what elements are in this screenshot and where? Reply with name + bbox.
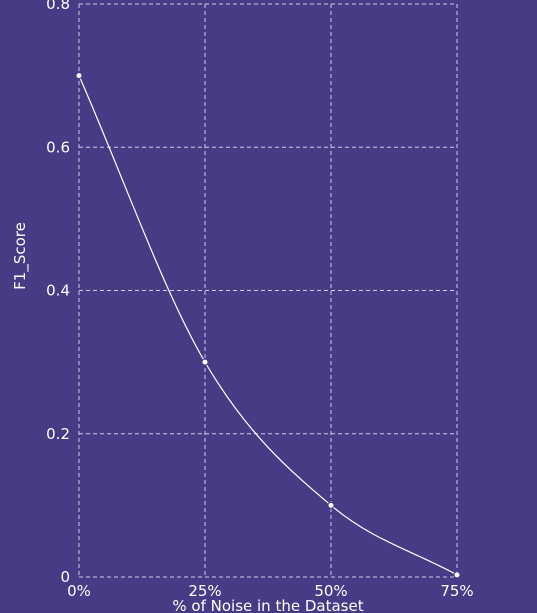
x-tick-label: 75%	[440, 582, 473, 600]
series-group	[75, 72, 461, 579]
data-point	[75, 72, 83, 80]
y-axis-ticks: 0 0.2 0.4 0.6 0.8	[46, 0, 70, 586]
y-tick-label: 0.2	[46, 425, 70, 443]
grid	[78, 3, 458, 578]
y-tick-label: 0.8	[46, 0, 70, 13]
y-tick-label: 0.4	[46, 282, 70, 300]
x-axis-label: % of Noise in the Dataset	[172, 597, 363, 613]
x-tick-label: 50%	[314, 582, 347, 600]
series-line	[78, 75, 458, 576]
data-point	[453, 571, 461, 579]
x-tick-label: 25%	[188, 582, 221, 600]
y-axis-label: F1_Score	[11, 222, 30, 290]
data-point	[201, 358, 209, 366]
y-tick-label: 0	[60, 568, 70, 586]
x-axis-ticks: 0% 25% 50% 75%	[67, 582, 474, 600]
x-tick-label: 0%	[67, 582, 91, 600]
y-tick-label: 0.6	[46, 138, 70, 156]
data-point	[327, 501, 335, 509]
